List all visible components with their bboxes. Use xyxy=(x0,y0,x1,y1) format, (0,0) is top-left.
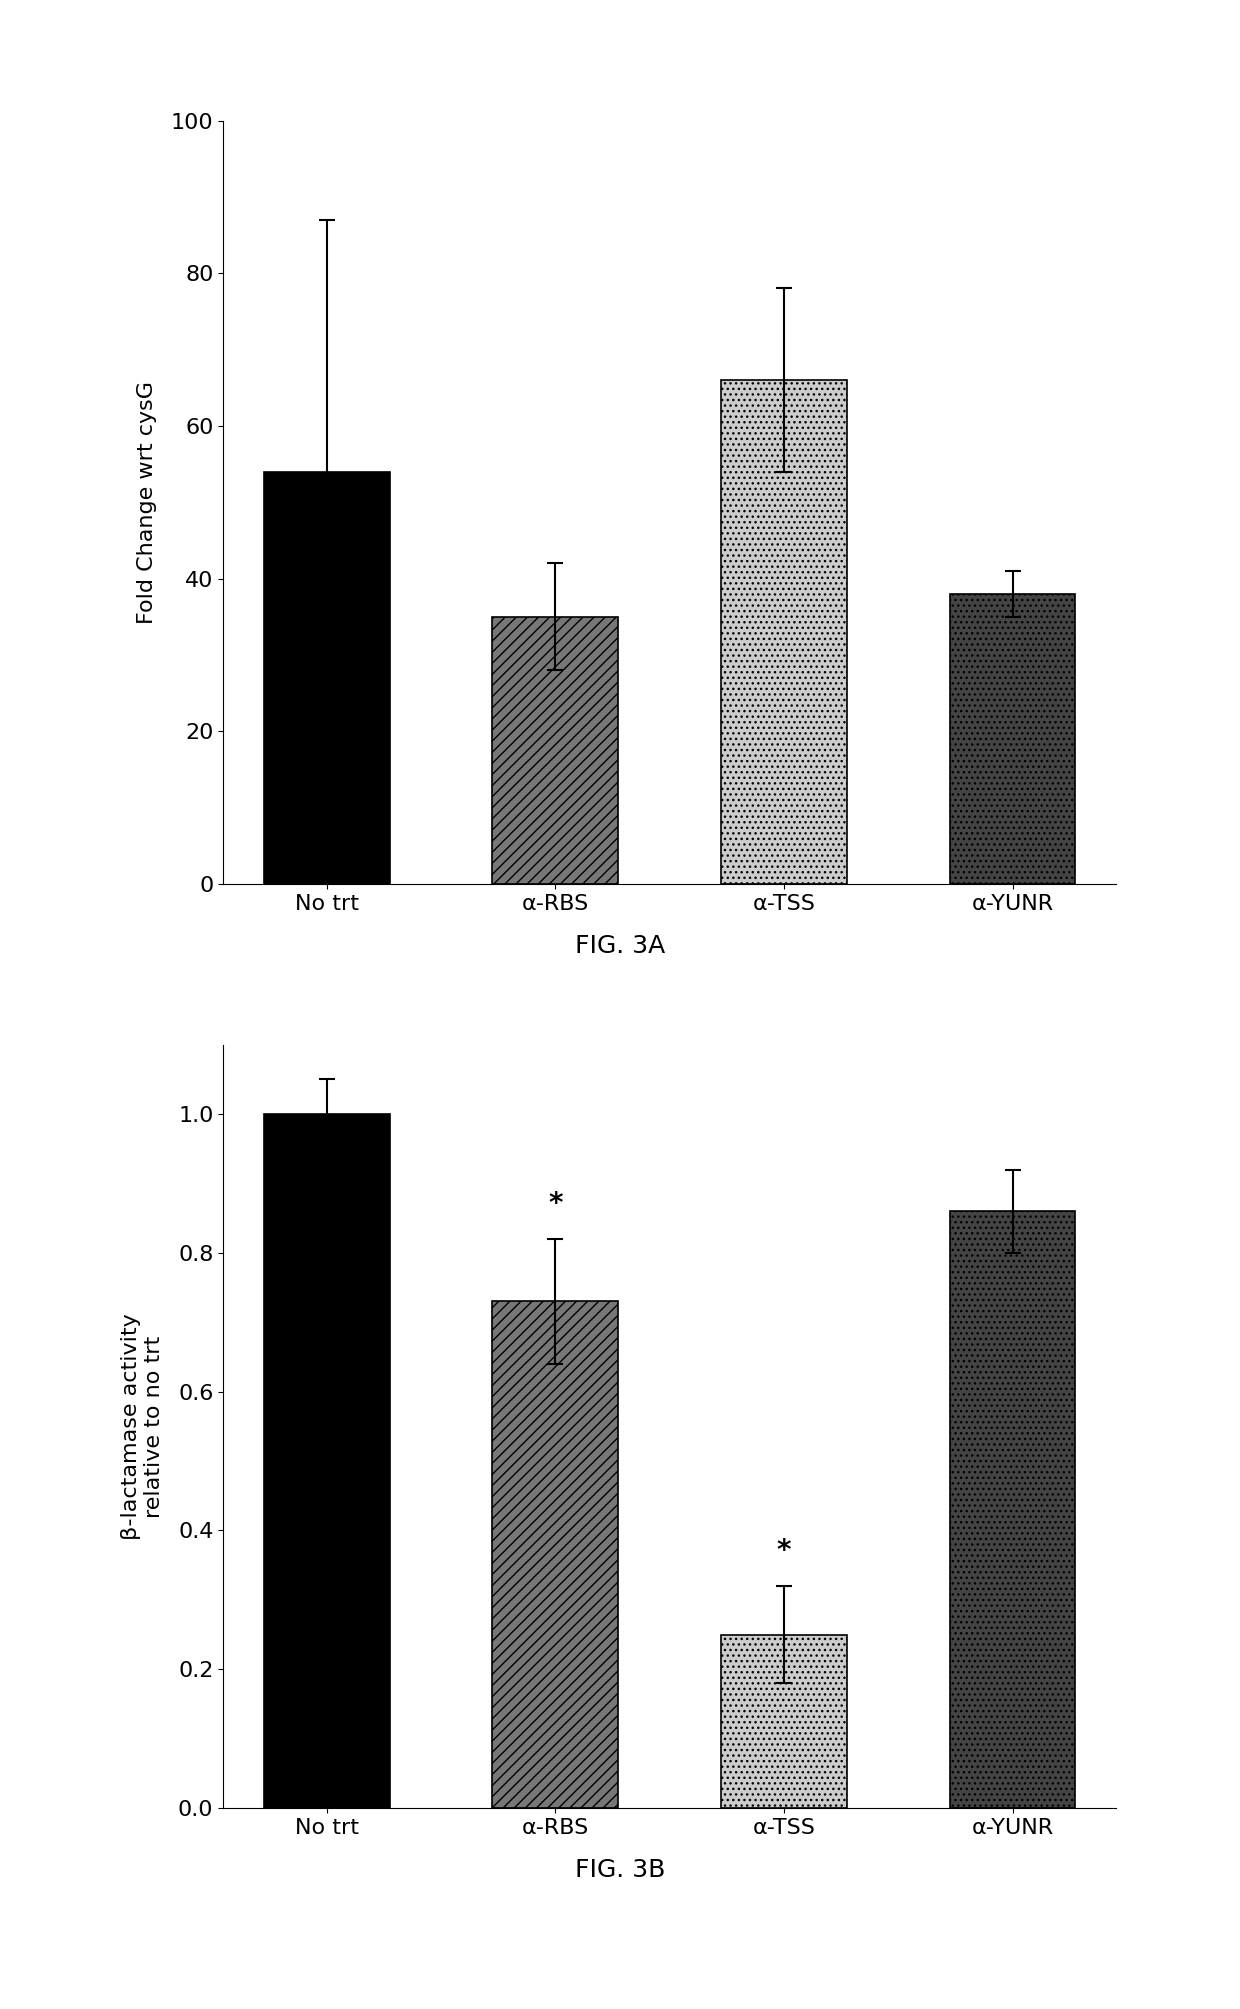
Bar xyxy=(492,1302,619,1808)
Bar xyxy=(264,1115,389,1808)
Text: FIG. 3B: FIG. 3B xyxy=(575,1858,665,1882)
Bar xyxy=(950,595,1075,884)
Text: *: * xyxy=(548,1189,563,1217)
Bar xyxy=(950,1211,1075,1808)
Y-axis label: Fold Change wrt cysG: Fold Change wrt cysG xyxy=(136,382,157,623)
Y-axis label: β-lactamase activity
relative to no trt: β-lactamase activity relative to no trt xyxy=(120,1314,164,1539)
Text: *: * xyxy=(776,1537,791,1565)
Text: FIG. 3A: FIG. 3A xyxy=(575,934,665,958)
Bar xyxy=(720,380,847,884)
Bar xyxy=(264,472,389,884)
Bar xyxy=(720,1635,847,1808)
Bar xyxy=(492,617,619,884)
